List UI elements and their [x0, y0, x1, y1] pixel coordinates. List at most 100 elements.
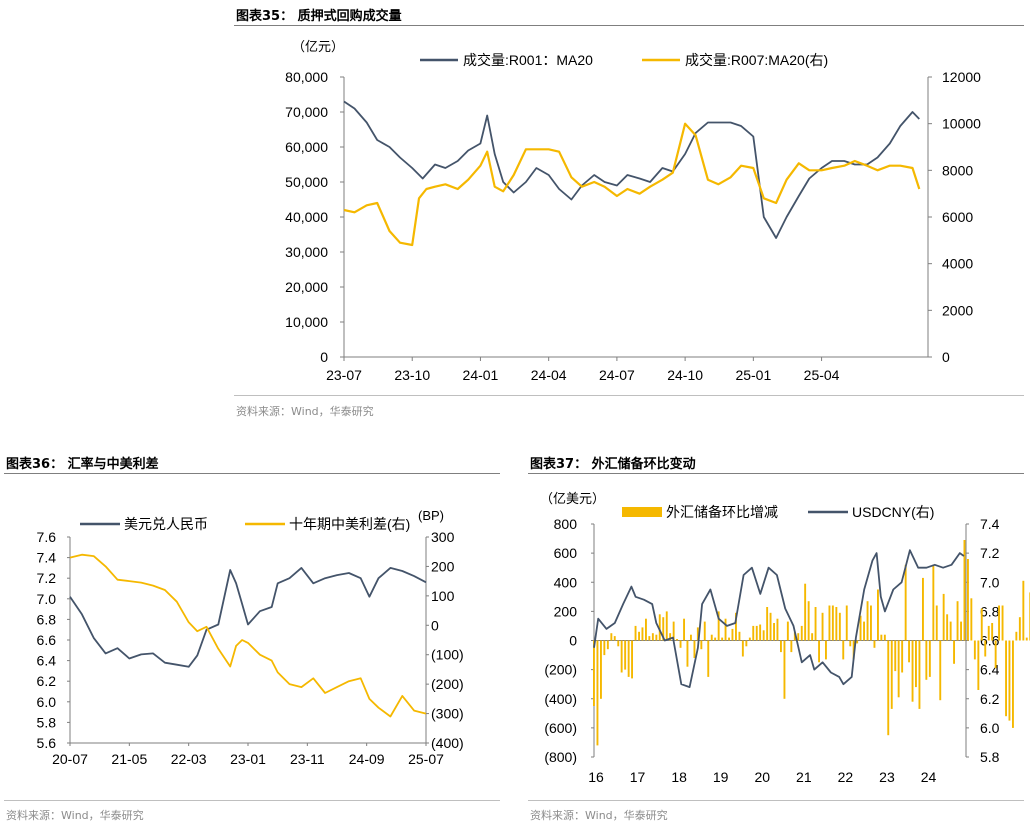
fig37-bar [627, 640, 630, 677]
fig37-title: 图表37： 外汇储备环比变动 [530, 457, 696, 472]
fig37-bar [745, 640, 748, 647]
fig37-bar [814, 607, 817, 641]
fig36-right-tick-label: 300 [431, 529, 455, 545]
fig36-right-tick-label: (400) [431, 735, 464, 751]
fig37-bar [600, 640, 602, 699]
fig36-left-tick-label: 7.0 [37, 591, 57, 607]
fig36-right-tick-label: 100 [431, 588, 455, 604]
fig37-bar [596, 640, 599, 746]
fig37-bar [849, 640, 852, 647]
fig36-left-tick-label: 6.4 [37, 653, 57, 669]
fig37-bar [714, 637, 717, 641]
fig37-bar [780, 640, 782, 653]
fig37-bar [967, 559, 969, 641]
fig37-bar [1005, 640, 1007, 717]
fig37-bottom-rule [528, 800, 1024, 801]
fig37-bar [717, 611, 720, 641]
fig37-bar [922, 577, 924, 641]
fig37-left-tick-label: 800 [554, 516, 578, 532]
fig37-left-tick-label: 600 [554, 545, 578, 561]
fig37-left-tick-label: (800) [544, 749, 577, 765]
fig37-bar [953, 640, 955, 664]
fig37-bar [1001, 605, 1004, 641]
fig37-bar [634, 625, 637, 641]
fig35-left-tick-label: 20,000 [285, 279, 328, 295]
fig37-bar [818, 640, 820, 663]
fig35-left-tick-label: 60,000 [285, 139, 328, 155]
fig37-bar [707, 640, 710, 677]
fig37-bar [690, 634, 692, 641]
fig37-bar [693, 640, 696, 658]
fig37-bar [755, 625, 758, 641]
fig37-bar [620, 640, 623, 673]
fig37-bar [735, 612, 737, 641]
fig37-bar [873, 640, 876, 648]
fig35-left-tick-label: 0 [320, 349, 328, 365]
fig36-right-tick-label: (200) [431, 676, 464, 692]
fig37-bar [759, 624, 762, 641]
fig37-right-tick-label: 7.2 [980, 545, 1000, 561]
fig36-legend-label: 美元兑人民币 [124, 516, 208, 532]
fig37-bar [679, 640, 682, 648]
fig37-bar [811, 633, 814, 641]
fig37-bar [669, 633, 672, 641]
fig36-left-tick-label: 6.6 [37, 632, 57, 648]
fig36-series-line-usdcny [69, 567, 427, 668]
fig36-title: 图表36： 汇率与中美利差 [6, 457, 159, 472]
fig36-left-tick-label: 5.6 [37, 735, 57, 751]
fig37-bar [842, 640, 845, 660]
fig37-legend-swatch-bar [622, 507, 662, 517]
fig36-left-tick-label: 6.2 [37, 673, 57, 689]
fig35-bottom-rule [234, 395, 1024, 396]
fig37-left-tick-label: 0 [569, 633, 577, 649]
fig36-x-tick-label: 23-01 [230, 751, 266, 767]
fig37-legend-label: USDCNY(右) [852, 504, 934, 520]
fig36-x-tick-label: 22-03 [171, 751, 207, 767]
fig37-bar [856, 640, 859, 644]
fig36-left-tick-label: 5.8 [37, 714, 57, 730]
fig37-bar [828, 605, 831, 641]
fig35-right-tick-label: 10000 [942, 116, 981, 132]
fig37-right-tick-label: 7.0 [980, 574, 1000, 590]
fig37-bar [973, 640, 976, 660]
fig37-bar [793, 631, 796, 641]
fig37-left-tick-label: 400 [554, 574, 578, 590]
fig35-right-tick-label: 8000 [942, 162, 973, 178]
fig37-bar [883, 634, 886, 641]
fig37-bar [762, 630, 765, 641]
fig37-bar [845, 605, 848, 641]
fig37-bar [610, 633, 613, 641]
fig37-bar [977, 640, 980, 690]
fig37-bar [911, 640, 914, 702]
fig37-bar [991, 623, 994, 641]
fig37-bar [894, 640, 897, 672]
fig35-x-tick-label: 25-04 [804, 367, 840, 383]
fig35-legend-label: 成交量:R001：MA20 [463, 52, 593, 68]
fig37-bar [852, 640, 855, 660]
fig37-bar [624, 640, 627, 670]
fig37-bar [738, 631, 741, 641]
fig37-bar [748, 637, 751, 641]
fig35-left-tick-label: 40,000 [285, 209, 328, 225]
fig37-bar [960, 621, 962, 641]
fig35-x-tick-label: 24-07 [599, 367, 635, 383]
fig37-top-rule [528, 473, 1024, 474]
fig37-bar [769, 612, 772, 641]
fig37-bar [641, 627, 644, 641]
fig37-bar [776, 618, 779, 641]
fig36-bottom-rule [4, 800, 500, 801]
fig37-bar [942, 593, 945, 641]
fig35-left-tick-label: 70,000 [285, 104, 328, 120]
fig37-x-tick-label: 18 [671, 769, 687, 785]
fig37-bar [904, 564, 907, 641]
fig37-bar [1008, 640, 1011, 721]
fig35-x-tick-label: 24-04 [531, 367, 567, 383]
fig37-bar [665, 611, 668, 641]
fig37-bar [700, 640, 703, 650]
fig37-right-tick-label: 6.0 [980, 720, 1000, 736]
fig35-series-line-r007 [343, 122, 921, 247]
fig35-x-tick-label: 24-01 [463, 367, 499, 383]
fig37-bar [683, 618, 685, 641]
fig35-left-tick-label: 30,000 [285, 244, 328, 260]
fig35-left-tick-label: 10,000 [285, 314, 328, 330]
